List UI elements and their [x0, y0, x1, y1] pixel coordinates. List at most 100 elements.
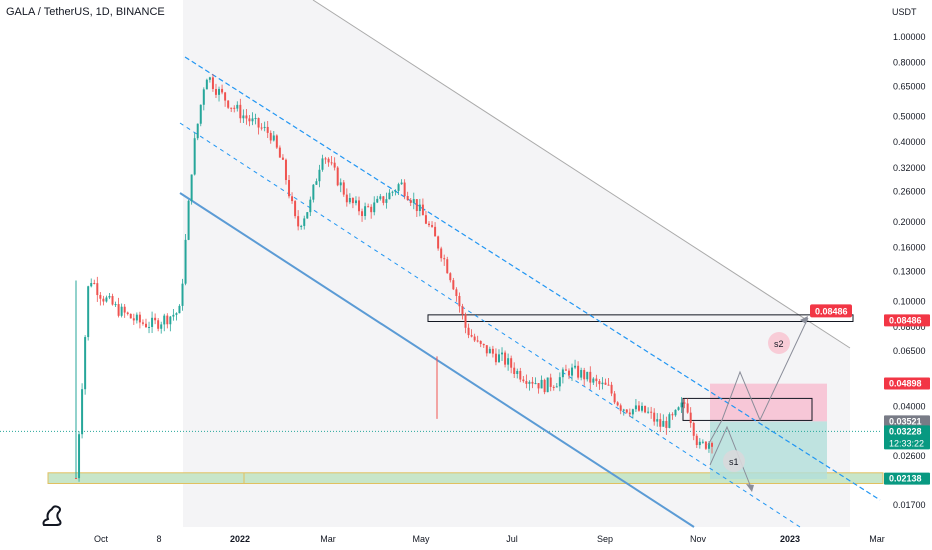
candle-body [567, 370, 570, 376]
candle-body [537, 383, 540, 389]
candle-body [625, 409, 628, 413]
candle-body [129, 313, 132, 319]
candle-body [205, 79, 208, 90]
candle-body [105, 297, 108, 302]
candle-body [671, 414, 674, 416]
candle-body [659, 419, 662, 427]
annotation-s2-label: s2 [774, 339, 784, 349]
price-axis: USDT 1.00000 0.80000 0.65000 0.50000 0.40000… [892, 7, 926, 510]
candle-body [431, 225, 434, 227]
candle-body [275, 135, 278, 148]
price-badge-value: 0.08486 [889, 315, 922, 325]
candle-body [75, 478, 77, 480]
price-badge-value: 0.03228 [889, 426, 922, 436]
candle-body [160, 324, 163, 329]
candle-body [135, 314, 138, 321]
candle-body [263, 126, 266, 128]
candle-body [138, 314, 141, 323]
candle-body [580, 370, 583, 378]
candle-body [491, 348, 494, 354]
candle-body [284, 159, 287, 181]
candle-body [172, 314, 175, 317]
candle-body [294, 201, 297, 217]
candle-body [87, 286, 90, 338]
candle-body [81, 389, 84, 435]
candle-body [540, 379, 543, 389]
candle-body [631, 409, 634, 415]
candle-body [90, 283, 93, 287]
candle-body [464, 314, 467, 328]
x-tick-label: Oct [94, 534, 109, 544]
candle-body [665, 420, 668, 428]
y-tick-label: 0.04000 [893, 402, 926, 412]
candle-body [546, 377, 549, 393]
y-tick-label: 0.13000 [893, 266, 926, 276]
candles [75, 74, 713, 482]
x-tick-label: 2023 [780, 534, 800, 544]
candle-body [467, 327, 470, 336]
candle-body [571, 367, 574, 376]
candle-body [169, 316, 172, 325]
candle-body [144, 323, 147, 328]
candle-body [318, 169, 321, 182]
candle-body [254, 118, 257, 120]
price-badge-value: 0.03521 [889, 416, 922, 426]
candle-body [342, 182, 345, 195]
candle-body [488, 348, 491, 354]
time-axis: Oct 8 2022 Mar May Jul Sep Nov 2023 Mar [94, 534, 885, 544]
teal-zone [710, 421, 827, 480]
x-tick-label: Sep [597, 534, 613, 544]
candle-body [634, 405, 637, 410]
candle-body [647, 411, 650, 413]
candle-body [452, 280, 455, 290]
candle-body [154, 317, 157, 321]
candle-body [214, 88, 217, 95]
candle-body [613, 393, 616, 403]
candle-body [552, 386, 555, 388]
candle-body [476, 340, 479, 342]
annotations: s1 s2 [723, 332, 790, 472]
projection-path-s2 [707, 317, 809, 446]
candle-body [473, 336, 476, 341]
candle-body [586, 371, 589, 380]
candle-body [148, 326, 151, 328]
candle-body [446, 259, 449, 274]
candle-body [616, 402, 619, 406]
candle-body [695, 435, 698, 446]
candle-body [239, 104, 242, 119]
candle-body [84, 337, 87, 390]
x-tick-label: Mar [320, 534, 336, 544]
channel-mid [179, 122, 801, 528]
candle-body [589, 371, 592, 383]
price-badge-bg [884, 425, 930, 450]
candle-body [78, 434, 81, 479]
candle-body [257, 118, 260, 128]
candle-body [330, 162, 333, 164]
candle-body [686, 403, 689, 413]
price-badge: 0.08486 [884, 314, 930, 327]
price-badge-bg [884, 472, 930, 485]
candle-body [406, 195, 409, 201]
candle-body [370, 206, 373, 213]
candle-body [132, 318, 135, 321]
candle-body [272, 135, 275, 141]
y-tick-label: 0.32000 [893, 163, 926, 173]
candle-body [385, 199, 388, 203]
y-tick-label: 0.02600 [893, 451, 926, 461]
candle-body [668, 414, 671, 428]
candle-body [373, 202, 376, 213]
candle-body [361, 211, 364, 217]
candle-body [519, 370, 522, 380]
candle-body [141, 322, 144, 324]
candle-body [166, 315, 169, 325]
candle-body [266, 126, 269, 133]
candle-body [202, 89, 205, 105]
price-badge-bg [884, 415, 930, 428]
candle-body [315, 181, 318, 185]
candle-body [382, 196, 385, 203]
candle-body [692, 422, 695, 436]
candle-body [151, 317, 154, 327]
candle-body [394, 190, 397, 192]
